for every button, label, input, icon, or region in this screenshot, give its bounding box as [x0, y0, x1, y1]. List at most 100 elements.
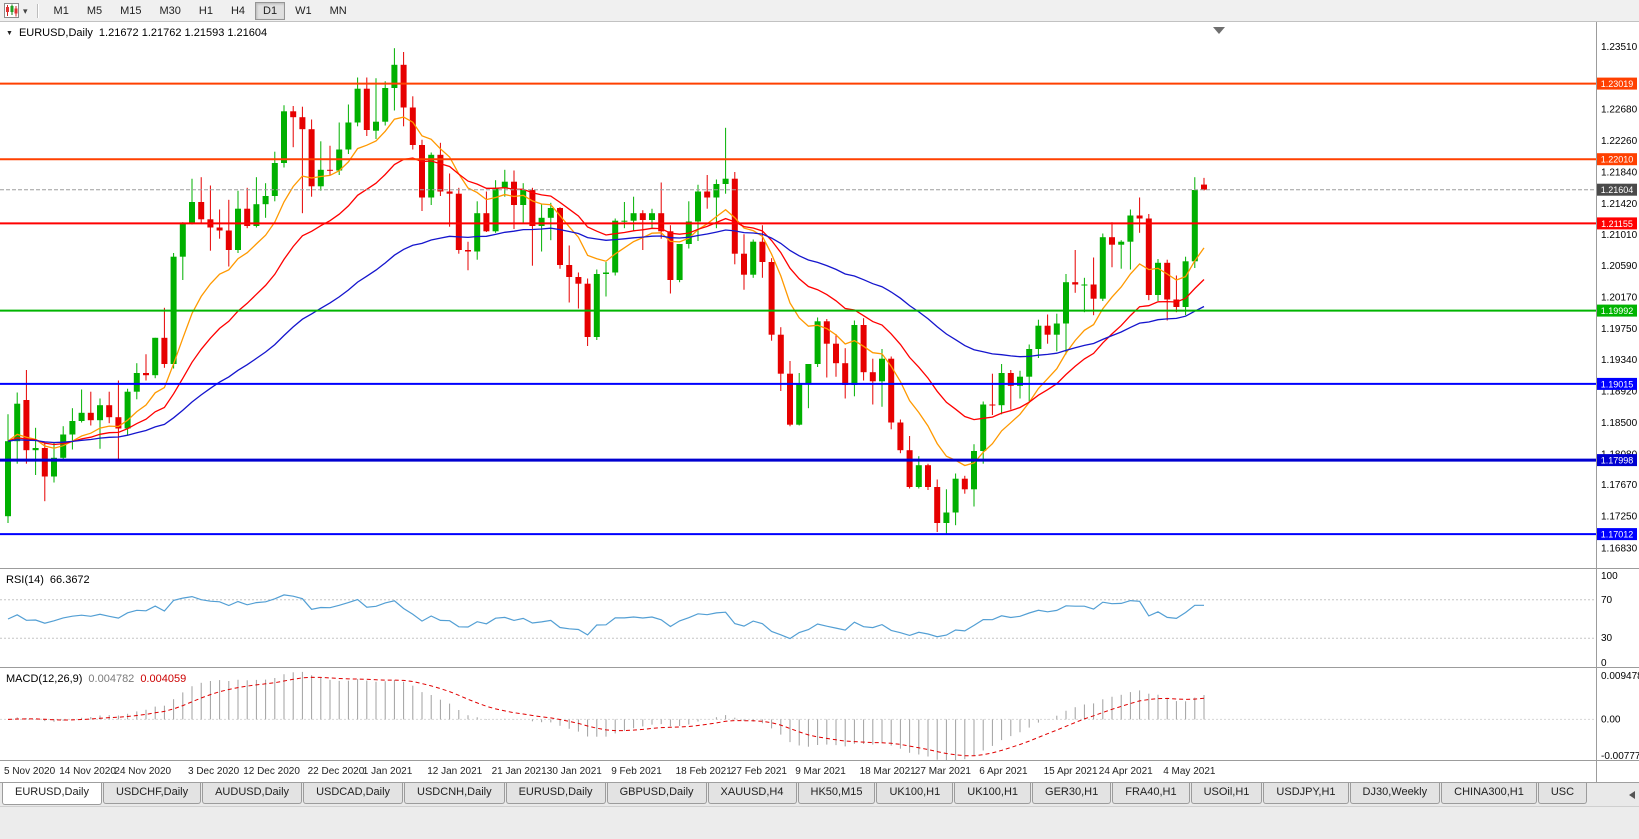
chart-tab-fra40-h1[interactable]: FRA40,H1 [1112, 783, 1190, 804]
svg-text:1.19015: 1.19015 [1601, 379, 1634, 389]
svg-text:1.18920: 1.18920 [1601, 387, 1638, 398]
chart-type-dropdown-icon[interactable]: ▾ [23, 5, 28, 16]
svg-text:0: 0 [1601, 658, 1607, 669]
svg-text:30: 30 [1601, 633, 1613, 644]
svg-text:1.21155: 1.21155 [1601, 219, 1633, 229]
svg-text:1.17012: 1.17012 [1601, 530, 1634, 540]
svg-text:1.20590: 1.20590 [1601, 261, 1638, 272]
svg-text:1.19992: 1.19992 [1601, 306, 1634, 316]
timeframe-button-d1[interactable]: D1 [255, 2, 286, 20]
svg-text:1.17998: 1.17998 [1601, 456, 1634, 466]
svg-text:27 Feb 2021: 27 Feb 2021 [731, 766, 788, 777]
chart-tab-usdcad-daily[interactable]: USDCAD,Daily [303, 783, 404, 804]
svg-text:1.17250: 1.17250 [1601, 512, 1638, 523]
chart-tab-bar: EURUSD,Daily USDCHF,Daily AUDUSD,Daily USDC… [0, 782, 1639, 806]
svg-text:1.22010: 1.22010 [1601, 155, 1634, 165]
axis-price-badge [1597, 528, 1637, 541]
chart-tab-eurusd-daily[interactable]: EURUSD,Daily [505, 783, 606, 804]
chart-tab-eurusd-daily[interactable]: EURUSD,Daily [2, 783, 102, 805]
axis-price-badge [1597, 153, 1637, 166]
axis-price-badge [1597, 183, 1637, 196]
svg-text:21 Jan 2021: 21 Jan 2021 [492, 766, 547, 777]
svg-text:12 Jan 2021: 12 Jan 2021 [427, 766, 482, 777]
tab-scroll-left-icon[interactable] [1629, 791, 1635, 799]
chart-shift-marker-icon[interactable] [1213, 27, 1225, 34]
svg-text:1.23019: 1.23019 [1601, 79, 1634, 89]
chart-tab-dj30-weekly[interactable]: DJ30,Weekly [1349, 783, 1441, 804]
chart-tab-china300-h1[interactable]: CHINA300,H1 [1441, 783, 1537, 804]
chart-tab-usdcnh-daily[interactable]: USDCNH,Daily [404, 783, 505, 804]
svg-text:1.16830: 1.16830 [1601, 543, 1638, 554]
chart-tab-usoil-h1[interactable]: USOil,H1 [1190, 783, 1263, 804]
svg-text:1.18500: 1.18500 [1601, 418, 1638, 429]
chart-tab-uk100-h1[interactable]: UK100,H1 [876, 783, 954, 804]
svg-text:1.19340: 1.19340 [1601, 355, 1638, 366]
svg-text:100: 100 [1601, 571, 1618, 582]
timeframe-button-m15[interactable]: M15 [120, 5, 142, 17]
svg-text:9 Feb 2021: 9 Feb 2021 [611, 766, 662, 777]
svg-text:70: 70 [1601, 595, 1613, 606]
chart-tab-usdchf-daily[interactable]: USDCHF,Daily [102, 783, 202, 804]
svg-text:24 Apr 2021: 24 Apr 2021 [1099, 766, 1153, 777]
chart-tab-ger30-h1[interactable]: GER30,H1 [1032, 783, 1112, 804]
chart-tab-usc[interactable]: USC [1537, 783, 1588, 804]
svg-text:1.22680: 1.22680 [1601, 105, 1638, 116]
svg-text:0.009478: 0.009478 [1601, 671, 1639, 682]
svg-text:6 Apr 2021: 6 Apr 2021 [979, 766, 1028, 777]
symbol-dropdown-icon[interactable]: ▼ [6, 29, 13, 37]
axis-price-badge [1597, 77, 1637, 90]
macd-histogram [16, 671, 1205, 760]
timeframe-button-m5[interactable]: M5 [86, 5, 103, 17]
svg-text:14 Nov 2020: 14 Nov 2020 [59, 766, 116, 777]
chart-tab-usdjpy-h1[interactable]: USDJPY,H1 [1263, 783, 1349, 804]
timeframe-button-h4[interactable]: H4 [230, 5, 246, 17]
chart-tabs: EURUSD,Daily USDCHF,Daily AUDUSD,Daily USDC… [2, 783, 1588, 805]
svg-text:-0.007778: -0.007778 [1601, 751, 1639, 762]
axis-price-badge [1597, 304, 1637, 317]
chart-type-icon[interactable] [4, 3, 19, 18]
svg-text:18 Feb 2021: 18 Feb 2021 [676, 766, 733, 777]
svg-text:1.21604: 1.21604 [1601, 185, 1634, 195]
svg-text:30 Jan 2021: 30 Jan 2021 [547, 766, 602, 777]
svg-text:1.21420: 1.21420 [1601, 199, 1638, 210]
status-strip [0, 806, 1639, 839]
timeframe-button-m30[interactable]: M30 [159, 5, 181, 17]
svg-text:1.17670: 1.17670 [1601, 480, 1638, 491]
svg-text:27 Mar 2021: 27 Mar 2021 [915, 766, 972, 777]
chart-tab-gbpusd-daily[interactable]: GBPUSD,Daily [606, 783, 707, 804]
svg-text:5 Nov 2020: 5 Nov 2020 [4, 766, 56, 777]
ma-line-fast [7, 116, 1205, 467]
axis-price-badge [1597, 217, 1637, 230]
svg-text:3 Dec 2020: 3 Dec 2020 [188, 766, 240, 777]
svg-text:1 Jan 2021: 1 Jan 2021 [363, 766, 413, 777]
svg-text:4 May 2021: 4 May 2021 [1163, 766, 1216, 777]
svg-text:1.19750: 1.19750 [1601, 324, 1638, 335]
svg-text:22 Dec 2020: 22 Dec 2020 [308, 766, 365, 777]
timeframe-button-mn[interactable]: MN [329, 5, 347, 17]
chart-tab-audusd-daily[interactable]: AUDUSD,Daily [202, 783, 303, 804]
rsi-line [7, 594, 1204, 640]
svg-text:18 Mar 2021: 18 Mar 2021 [860, 766, 917, 777]
timeframe-button-group: M1 M5 M15 M30 H1 H4 D1 W1 MN [45, 1, 356, 20]
chart-background [0, 22, 1639, 782]
axis-price-badge [1597, 454, 1637, 467]
svg-text:1.21010: 1.21010 [1601, 230, 1638, 241]
toolbar-separator [36, 3, 38, 18]
chart-tab-xauusd-h4[interactable]: XAUUSD,H4 [707, 783, 797, 804]
svg-text:12 Dec 2020: 12 Dec 2020 [243, 766, 300, 777]
chart-window[interactable]: 1.23510 1.22680 1.22260 1.21840 1.21420 1.210… [0, 22, 1639, 782]
timeframe-button-h1[interactable]: H1 [198, 5, 213, 17]
timeframe-button-m1[interactable]: M1 [53, 5, 69, 17]
chart-canvas[interactable]: 1.23510 1.22680 1.22260 1.21840 1.21420 1.210… [0, 22, 1639, 782]
svg-text:1.22260: 1.22260 [1601, 136, 1638, 147]
svg-text:0.00: 0.00 [1601, 714, 1621, 725]
macd-signal-line [7, 676, 1205, 757]
timeframe-button-w1[interactable]: W1 [295, 5, 312, 17]
svg-text:1.20170: 1.20170 [1601, 293, 1638, 304]
chart-tab-uk100-h1[interactable]: UK100,H1 [954, 783, 1032, 804]
chart-tab-hk50-m15[interactable]: HK50,M15 [797, 783, 876, 804]
ma-line-slow [7, 227, 1205, 444]
svg-text:24 Nov 2020: 24 Nov 2020 [114, 766, 171, 777]
svg-text:1.23510: 1.23510 [1601, 42, 1638, 53]
